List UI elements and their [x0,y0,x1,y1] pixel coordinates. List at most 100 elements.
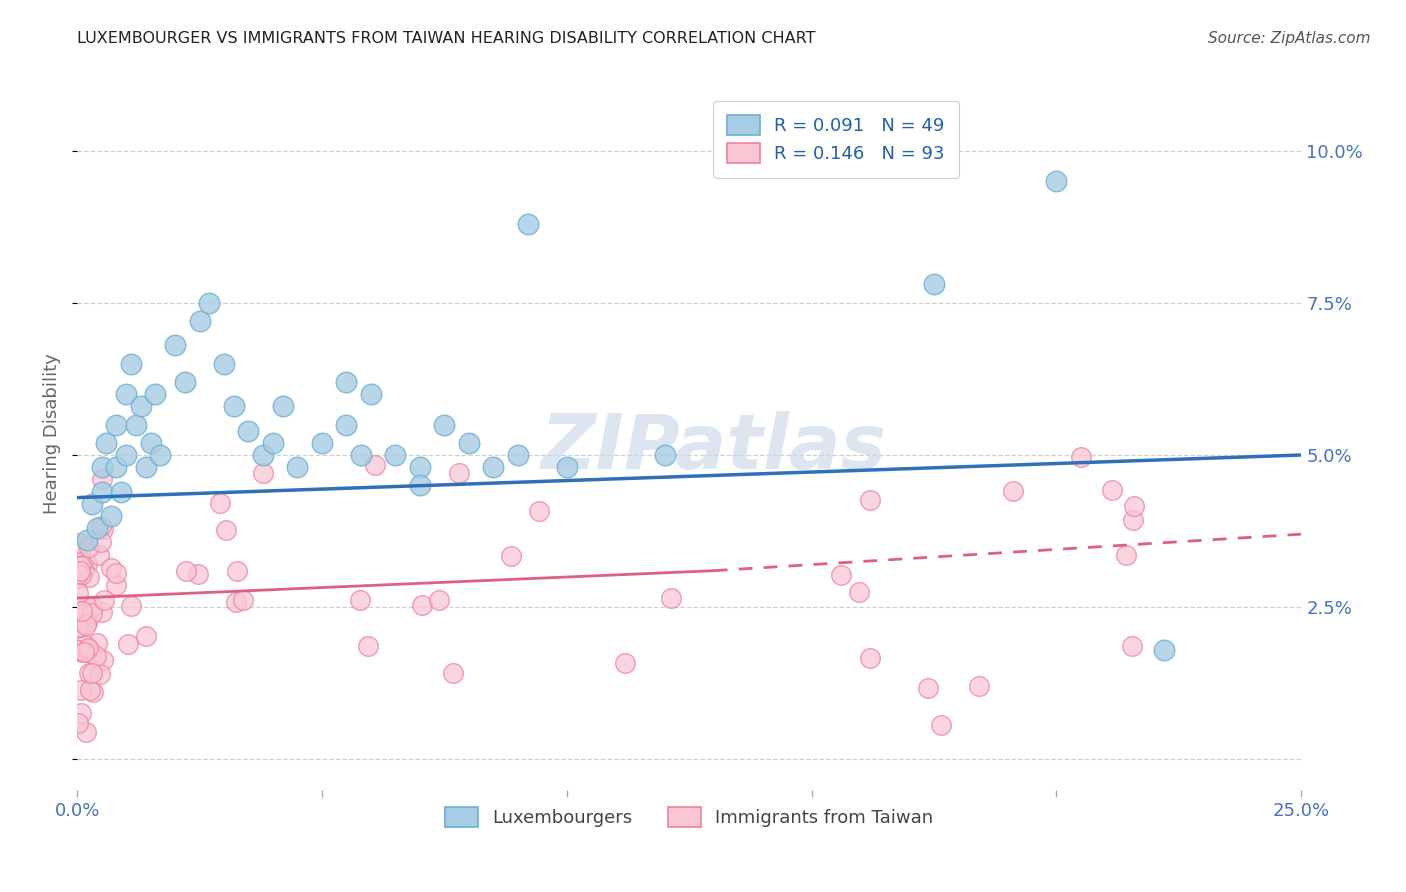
Text: Source: ZipAtlas.com: Source: ZipAtlas.com [1208,31,1371,46]
Point [76,558,98,572]
Point [100,508,122,523]
Point [482,460,505,475]
Point [79,682,101,697]
Point [188,314,211,328]
Point [77,540,100,554]
Point [125,417,148,432]
Point [357,640,380,654]
Point [91,605,114,619]
Point [100,561,122,575]
Point [360,387,382,401]
Point [335,417,357,432]
Point [73,563,96,577]
Point [67,536,90,550]
Legend: Luxembourgers, Immigrants from Taiwan: Luxembourgers, Immigrants from Taiwan [437,800,941,834]
Point [506,448,529,462]
Point [516,217,538,231]
Point [76,533,98,548]
Point [80,646,103,660]
Point [215,523,238,537]
Point [80,497,103,511]
Point [212,357,235,371]
Point [115,448,138,462]
Point [145,387,167,401]
Point [614,656,637,670]
Point [271,399,294,413]
Point [90,460,112,475]
Point [527,504,550,518]
Point [135,629,157,643]
Point [75,618,97,632]
Point [163,338,186,352]
Point [90,484,112,499]
Point [198,295,221,310]
Point [859,650,882,665]
Point [86,636,108,650]
Point [917,681,939,696]
Y-axis label: Hearing Disability: Hearing Disability [44,353,60,514]
Point [73,606,96,620]
Point [90,534,112,549]
Point [441,666,464,681]
Point [67,643,90,657]
Point [222,399,245,413]
Point [91,653,114,667]
Text: LUXEMBOURGER VS IMMIGRANTS FROM TAIWAN HEARING DISABILITY CORRELATION CHART: LUXEMBOURGER VS IMMIGRANTS FROM TAIWAN H… [77,31,815,46]
Point [238,424,260,438]
Point [77,570,100,584]
Point [69,564,91,578]
Point [661,591,683,605]
Point [72,645,94,659]
Point [1153,643,1175,657]
Point [96,435,118,450]
Point [349,593,371,607]
Point [1001,483,1024,498]
Point [67,539,90,553]
Point [225,595,247,609]
Point [69,567,91,582]
Point [84,648,107,663]
Point [80,665,103,680]
Point [76,641,98,656]
Point [859,493,882,508]
Point [174,564,197,578]
Point [226,564,249,578]
Point [929,718,952,732]
Point [252,448,274,462]
Point [70,610,93,624]
Point [501,549,523,564]
Point [77,645,100,659]
Point [73,638,96,652]
Point [110,484,132,499]
Point [350,448,373,462]
Point [384,448,406,462]
Point [104,578,127,592]
Point [262,435,284,450]
Point [79,642,101,657]
Point [104,566,127,581]
Point [848,585,870,599]
Point [67,715,90,730]
Point [91,522,114,536]
Point [66,571,89,585]
Point [311,435,333,450]
Point [66,616,89,631]
Point [67,620,90,634]
Point [922,277,945,292]
Point [429,592,451,607]
Point [90,472,112,486]
Point [411,599,433,613]
Point [76,615,98,629]
Point [82,685,104,699]
Point [967,679,990,693]
Point [89,666,111,681]
Point [135,460,157,475]
Point [1115,549,1137,563]
Point [105,460,128,475]
Point [66,566,89,581]
Point [69,620,91,634]
Point [120,357,142,371]
Point [115,387,138,401]
Point [82,599,104,614]
Point [1121,639,1143,653]
